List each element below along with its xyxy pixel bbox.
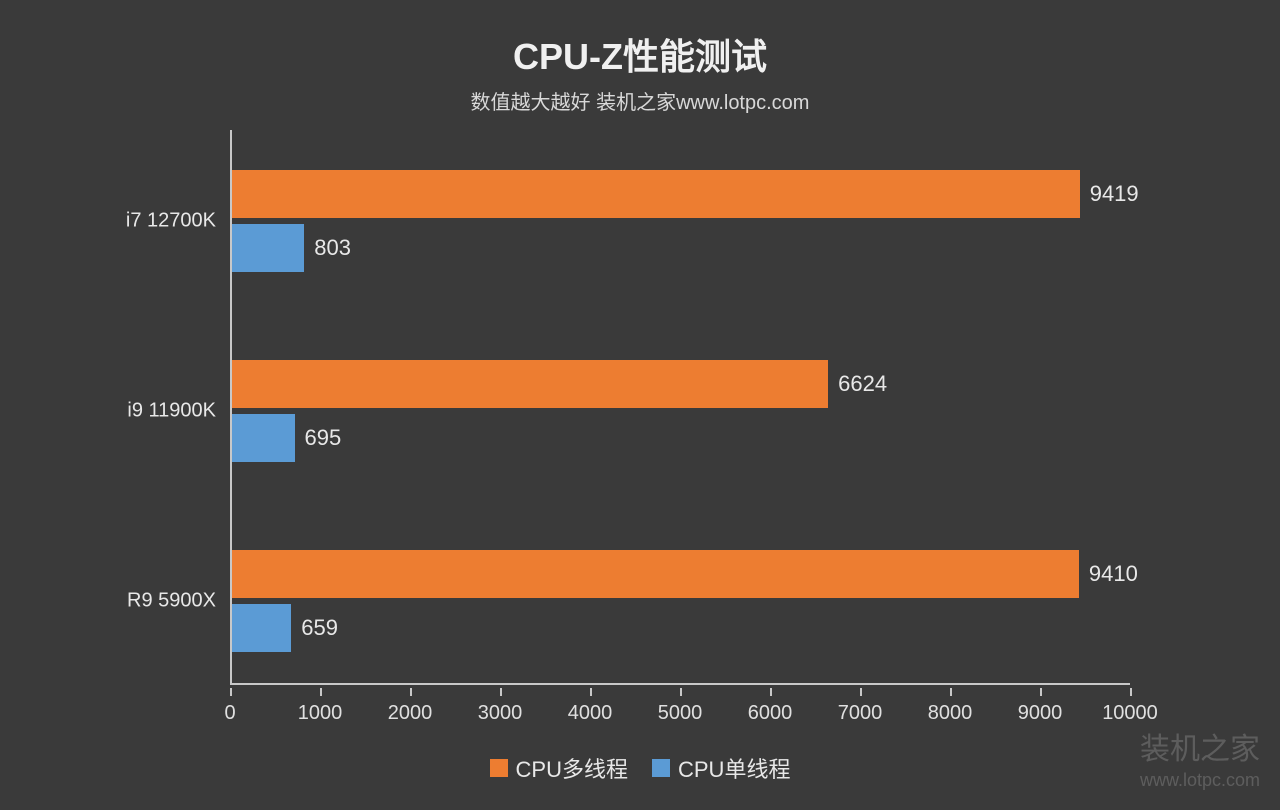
bar: 803 (232, 224, 304, 272)
chart-title: CPU-Z性能测试 (0, 28, 1280, 80)
x-tick-label: 3000 (478, 690, 523, 725)
x-tick-label: 1000 (298, 690, 343, 725)
bar: 9410 (232, 550, 1079, 598)
title-block: CPU-Z性能测试 数值越大越好 装机之家www.lotpc.com (0, 0, 1280, 115)
x-tick-label: 0 (224, 690, 235, 725)
chart-area: 941980366246959410659 010002000300040005… (230, 130, 1130, 690)
bar: 9419 (232, 170, 1080, 218)
bar-value-label: 695 (295, 414, 342, 462)
bar-value-label: 6624 (828, 360, 887, 408)
legend: CPU多线程 CPU单线程 (0, 752, 1280, 784)
bar-value-label: 9410 (1079, 550, 1138, 598)
legend-label-multi: CPU多线程 (516, 752, 628, 784)
legend-item-multi: CPU多线程 (490, 752, 628, 784)
bar-value-label: 659 (291, 604, 338, 652)
x-tick-label: 4000 (568, 690, 613, 725)
category-label: i7 12700K (126, 210, 230, 233)
category-label: R9 5900X (127, 590, 230, 613)
x-tick-label: 10000 (1102, 690, 1158, 725)
x-tick-label: 2000 (388, 690, 433, 725)
legend-label-single: CPU单线程 (678, 752, 790, 784)
bar-value-label: 9419 (1080, 170, 1139, 218)
category-label: i9 11900K (127, 400, 230, 423)
x-axis (230, 683, 1130, 685)
legend-item-single: CPU单线程 (652, 752, 790, 784)
x-tick-label: 9000 (1018, 690, 1063, 725)
x-tick-label: 8000 (928, 690, 973, 725)
bar: 659 (232, 604, 291, 652)
x-tick-label: 5000 (658, 690, 703, 725)
legend-swatch-multi (490, 759, 508, 777)
chart-subtitle: 数值越大越好 装机之家www.lotpc.com (0, 86, 1280, 115)
x-tick-label: 6000 (748, 690, 793, 725)
legend-swatch-single (652, 759, 670, 777)
bar-value-label: 803 (304, 224, 351, 272)
bar: 6624 (232, 360, 828, 408)
x-tick-label: 7000 (838, 690, 883, 725)
bar: 695 (232, 414, 295, 462)
